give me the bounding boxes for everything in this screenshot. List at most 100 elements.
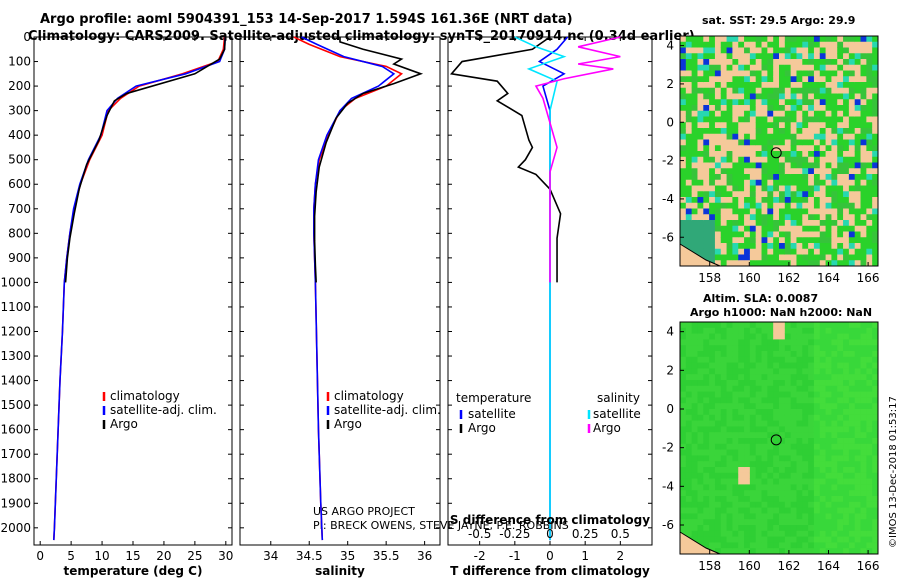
sst_map-cell bbox=[837, 145, 844, 152]
sst_map-cell bbox=[872, 174, 879, 181]
sla_map-cell bbox=[691, 327, 698, 335]
sst_map-cell bbox=[680, 133, 687, 140]
sst_map-cell bbox=[825, 133, 832, 140]
sla_map-cell bbox=[703, 420, 710, 427]
sla_map-cell bbox=[680, 432, 687, 439]
sla_map-cell bbox=[843, 467, 850, 474]
sst_map-cell bbox=[837, 110, 844, 117]
sla_map-cell bbox=[691, 368, 698, 375]
sst_map-cell bbox=[761, 93, 768, 100]
sla_map-cell bbox=[761, 362, 768, 369]
sst_map-cell bbox=[738, 191, 745, 198]
sla_map-cell bbox=[779, 496, 786, 503]
sla_map-cell bbox=[732, 374, 739, 381]
sst_map-cell bbox=[825, 93, 832, 100]
sla_map-cell bbox=[738, 339, 745, 346]
sla_map-cell bbox=[825, 351, 832, 358]
sst_map-cell bbox=[755, 237, 763, 244]
sla_map-cell bbox=[819, 380, 827, 387]
sla_map-cell bbox=[779, 525, 786, 532]
sla_map-cell bbox=[685, 478, 693, 485]
sla_map-cell bbox=[837, 333, 844, 340]
sla_map-cell bbox=[697, 403, 704, 410]
sla_map-cell bbox=[697, 449, 704, 456]
sla_map-cell bbox=[773, 409, 780, 416]
sla_map-cell bbox=[819, 327, 827, 335]
sst_map-cell bbox=[744, 197, 751, 204]
sla_map-cell bbox=[738, 374, 745, 381]
sla_map-cell bbox=[738, 345, 745, 352]
sst_map-cell bbox=[703, 248, 710, 255]
sla_map-cell bbox=[761, 472, 768, 480]
sla-map-subtitle: Argo h1000: NaN h2000: NaN bbox=[690, 306, 873, 319]
sla_map-cell bbox=[720, 333, 728, 340]
sla_map-cell bbox=[784, 501, 792, 509]
sla_map-cell bbox=[825, 420, 832, 427]
sst_map-cell bbox=[685, 70, 693, 77]
sst_map-cell bbox=[755, 47, 763, 54]
sst_map-cell bbox=[802, 145, 809, 152]
sst_map-cell bbox=[784, 133, 792, 140]
sla_map-cell bbox=[720, 455, 728, 462]
sst_map-cell bbox=[720, 197, 728, 204]
sla_map-cell bbox=[779, 322, 786, 329]
sla_map-cell bbox=[808, 519, 815, 526]
sst_map-cell bbox=[714, 87, 722, 94]
sst_map-cell bbox=[825, 231, 832, 238]
sst_map-cell bbox=[819, 93, 827, 100]
sla_map-cell bbox=[872, 455, 879, 462]
sst_map-cell bbox=[755, 214, 763, 221]
sla_map-cell bbox=[755, 449, 763, 456]
sst_map-cell bbox=[784, 99, 792, 106]
sla_map-cell bbox=[802, 519, 809, 526]
sla_map-cell bbox=[802, 536, 809, 543]
sst_map-cell bbox=[813, 105, 821, 112]
sla_map-cell bbox=[709, 322, 716, 329]
sst_map-cell bbox=[761, 139, 768, 146]
sla_map-ytick-label: -2 bbox=[662, 441, 674, 455]
sst_map-cell bbox=[808, 99, 815, 106]
sst_map-cell bbox=[744, 47, 751, 54]
sla_map-cell bbox=[843, 362, 850, 369]
sla_map-cell bbox=[749, 345, 757, 352]
sla_map-cell bbox=[866, 356, 873, 364]
sla_map-cell bbox=[773, 397, 780, 404]
sst_map-cell bbox=[755, 105, 763, 112]
sla_map-cell bbox=[790, 426, 797, 433]
sla_map-cell bbox=[714, 461, 722, 468]
sla_map-cell bbox=[860, 327, 867, 335]
sst_map-cell bbox=[808, 168, 815, 175]
sst_map-cell bbox=[779, 99, 786, 106]
sla_map-cell bbox=[773, 443, 780, 451]
sst_map-cell bbox=[703, 76, 710, 83]
sst_map-cell bbox=[796, 191, 803, 198]
sst_map-cell bbox=[749, 197, 757, 204]
sst_map-cell bbox=[720, 208, 728, 215]
sla_map-cell bbox=[732, 496, 739, 503]
sla_map-cell bbox=[697, 385, 704, 393]
sst_map-cell bbox=[732, 47, 739, 54]
sla_map-cell bbox=[779, 449, 786, 456]
sst_map-cell bbox=[767, 248, 774, 255]
sla_map-cell bbox=[790, 414, 797, 422]
sla_map-cell bbox=[691, 484, 698, 491]
sla_map-cell bbox=[749, 380, 757, 387]
sla_map-cell bbox=[854, 374, 862, 381]
sla_map-cell bbox=[738, 420, 745, 427]
sla_map-cell bbox=[860, 385, 867, 393]
sla_map-cell bbox=[802, 380, 809, 387]
sla_map-cell bbox=[796, 385, 803, 393]
sla_map-cell bbox=[779, 432, 786, 439]
sst_map-cell bbox=[755, 59, 763, 66]
sla_map-cell bbox=[767, 472, 774, 480]
sst_map-cell bbox=[860, 185, 867, 192]
sst_map-cell bbox=[854, 87, 862, 94]
sst_map-cell bbox=[685, 168, 693, 175]
difference-xtick-label: 0 bbox=[546, 549, 554, 563]
sst_map-cell bbox=[761, 110, 768, 117]
sst_map-cell bbox=[819, 116, 827, 123]
sst_map-cell bbox=[767, 76, 774, 83]
sla_map-cell bbox=[848, 380, 856, 387]
sst_map-cell bbox=[802, 231, 809, 238]
sst_map-cell bbox=[779, 231, 786, 238]
